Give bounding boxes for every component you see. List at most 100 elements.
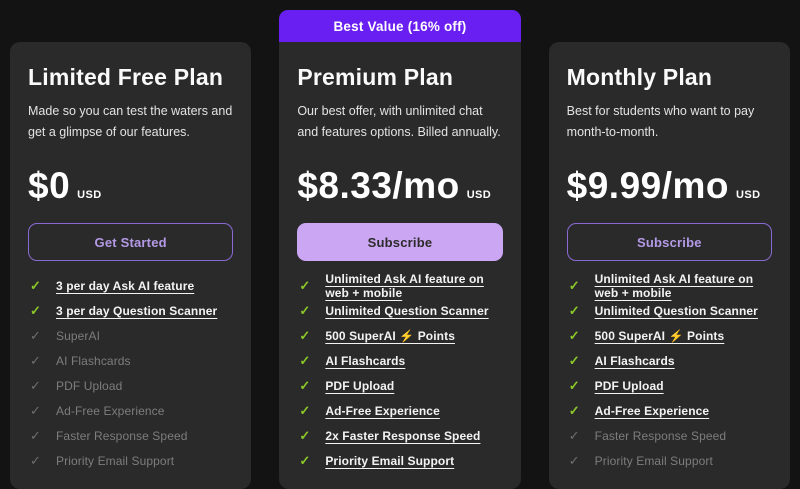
check-icon: ✓ — [568, 428, 580, 443]
feature-item: ✓ Priority Email Support — [28, 448, 233, 473]
check-icon: ✓ — [299, 453, 311, 468]
price-row: $8.33/mo USD — [297, 165, 502, 207]
plan-card-body: Monthly Plan Best for students who want … — [548, 42, 790, 489]
feature-list: ✓ 3 per day Ask AI feature ✓ 3 per day Q… — [28, 273, 233, 473]
best-value-banner: Best Value (16% off) — [279, 10, 521, 42]
check-icon: ✓ — [30, 278, 41, 293]
feature-label[interactable]: 2x Faster Response Speed — [325, 428, 481, 443]
feature-item: ✓ AI Flashcards — [28, 348, 233, 373]
price-amount: $9.99/mo — [566, 165, 730, 206]
price-currency: USD — [466, 189, 492, 201]
feature-item: ✓ PDF Upload — [297, 373, 502, 398]
feature-list: ✓ Unlimited Ask AI feature on web + mobi… — [567, 271, 772, 473]
plan-title: Limited Free Plan — [28, 64, 224, 90]
check-icon: ✓ — [30, 453, 41, 468]
check-icon: ✓ — [299, 328, 311, 343]
feature-label[interactable]: Unlimited Question Scanner — [325, 303, 489, 318]
feature-label[interactable]: Ad-Free Experience — [594, 403, 710, 418]
check-icon: ✓ — [299, 303, 311, 318]
plan-card-limited-free: Limited Free Plan Made so you can test t… — [10, 10, 252, 489]
feature-item: ✓ Unlimited Question Scanner — [567, 298, 772, 323]
feature-item: ✓ Ad-Free Experience — [567, 398, 772, 423]
feature-item: ✓ PDF Upload — [567, 373, 772, 398]
feature-label: Faster Response Speed — [594, 428, 727, 443]
get-started-button[interactable]: Get Started — [28, 223, 234, 261]
price-row: $0 USD — [28, 165, 233, 207]
feature-item: ✓ AI Flashcards — [297, 348, 502, 373]
price-currency: USD — [736, 189, 761, 201]
feature-label[interactable]: Unlimited Ask AI feature on web + mobile — [594, 271, 754, 300]
check-icon: ✓ — [299, 278, 311, 293]
feature-item: ✓ PDF Upload — [28, 373, 233, 398]
check-icon: ✓ — [30, 353, 41, 368]
check-icon: ✓ — [568, 378, 580, 393]
check-icon: ✓ — [568, 303, 580, 318]
check-icon: ✓ — [30, 378, 41, 393]
feature-item: ✓ Priority Email Support — [297, 448, 502, 473]
feature-item: ✓ 500 SuperAI ⚡ Points — [297, 323, 502, 348]
check-icon: ✓ — [30, 428, 41, 443]
check-icon: ✓ — [30, 328, 41, 343]
check-icon: ✓ — [299, 378, 311, 393]
feature-label: Priority Email Support — [56, 453, 175, 468]
feature-item: ✓ Ad-Free Experience — [28, 398, 233, 423]
feature-label[interactable]: Priority Email Support — [325, 453, 455, 468]
feature-item: ✓ Faster Response Speed — [567, 423, 772, 448]
feature-item: ✓ 3 per day Question Scanner — [28, 298, 233, 323]
check-icon: ✓ — [299, 353, 311, 368]
check-icon: ✓ — [568, 278, 580, 293]
feature-item: ✓ Priority Email Support — [567, 448, 772, 473]
feature-item: ✓ Unlimited Question Scanner — [297, 298, 502, 323]
check-icon: ✓ — [568, 328, 580, 343]
subscribe-button[interactable]: Subscribe — [297, 223, 503, 261]
feature-label[interactable]: 3 per day Question Scanner — [56, 303, 218, 318]
feature-label[interactable]: AI Flashcards — [325, 353, 406, 368]
feature-item: ✓ Faster Response Speed — [28, 423, 233, 448]
feature-label: Priority Email Support — [594, 453, 713, 468]
price-amount: $8.33/mo — [297, 165, 460, 206]
feature-label: Ad-Free Experience — [56, 403, 165, 418]
feature-label: SuperAI — [56, 328, 101, 343]
feature-item: ✓ AI Flashcards — [567, 348, 772, 373]
feature-label[interactable]: PDF Upload — [325, 378, 395, 393]
feature-item: ✓ Unlimited Ask AI feature on web + mobi… — [567, 271, 772, 300]
check-icon: ✓ — [30, 403, 41, 418]
feature-item: ✓ Ad-Free Experience — [297, 398, 502, 423]
plan-description: Our best offer, with unlimited chat and … — [297, 104, 501, 139]
feature-label[interactable]: 500 SuperAI ⚡ Points — [325, 328, 455, 343]
feature-label: AI Flashcards — [56, 353, 131, 368]
check-icon: ✓ — [568, 453, 580, 468]
feature-label: PDF Upload — [56, 378, 123, 393]
check-icon: ✓ — [299, 403, 311, 418]
plan-card-body: Limited Free Plan Made so you can test t… — [10, 42, 252, 489]
feature-item: ✓ 2x Faster Response Speed — [297, 423, 502, 448]
price-currency: USD — [77, 189, 102, 201]
plan-description: Made so you can test the waters and get … — [28, 104, 233, 139]
check-icon: ✓ — [30, 303, 41, 318]
plan-title: Monthly Plan — [566, 64, 713, 90]
price-row: $9.99/mo USD — [567, 165, 772, 207]
check-icon: ✓ — [568, 403, 580, 418]
check-icon: ✓ — [299, 428, 311, 443]
plan-title: Premium Plan — [297, 64, 454, 90]
feature-item: ✓ 500 SuperAI ⚡ Points — [567, 323, 772, 348]
feature-item: ✓ SuperAI — [28, 323, 233, 348]
feature-label[interactable]: Ad-Free Experience — [325, 403, 440, 418]
plan-card-monthly: Monthly Plan Best for students who want … — [548, 10, 790, 489]
plan-card-body: Premium Plan Our best offer, with unlimi… — [279, 42, 521, 489]
feature-label[interactable]: PDF Upload — [594, 378, 664, 393]
feature-label: Faster Response Speed — [56, 428, 188, 443]
check-icon: ✓ — [568, 353, 580, 368]
feature-label[interactable]: Unlimited Ask AI feature on web + mobile — [325, 271, 484, 300]
feature-label[interactable]: AI Flashcards — [594, 353, 675, 368]
feature-item: ✓ 3 per day Ask AI feature — [28, 273, 233, 298]
feature-label[interactable]: 3 per day Ask AI feature — [56, 278, 195, 293]
feature-label[interactable]: Unlimited Question Scanner — [594, 303, 758, 318]
feature-item: ✓ Unlimited Ask AI feature on web + mobi… — [297, 271, 502, 300]
subscribe-button[interactable]: Subscribe — [566, 223, 772, 261]
plan-card-premium: Best Value (16% off) Premium Plan Our be… — [279, 10, 521, 489]
price-amount: $0 — [28, 165, 71, 206]
feature-label[interactable]: 500 SuperAI ⚡ Points — [594, 328, 725, 343]
feature-list: ✓ Unlimited Ask AI feature on web + mobi… — [297, 271, 502, 473]
